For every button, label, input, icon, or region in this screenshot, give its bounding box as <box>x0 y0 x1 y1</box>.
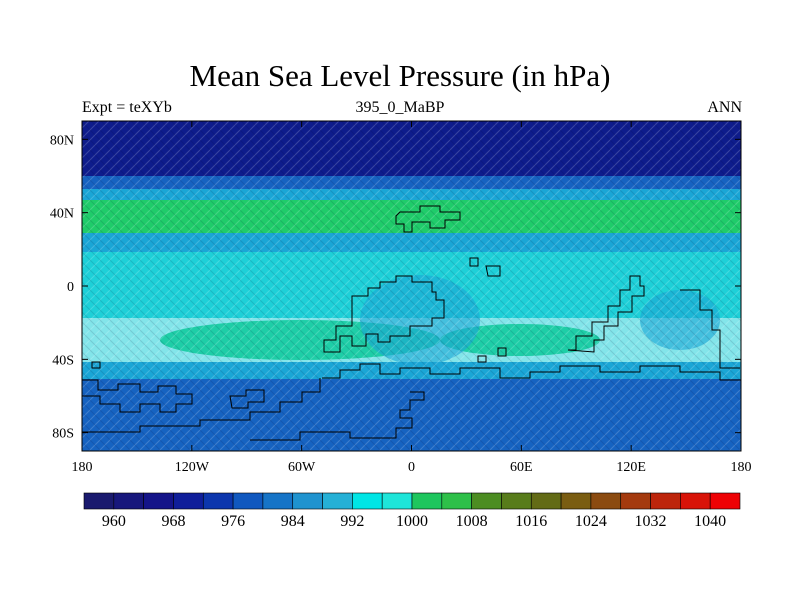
lon-tick-label: 180 <box>731 460 752 475</box>
colorbar-label: 1032 <box>635 513 667 530</box>
colorbar-swatch <box>530 492 562 510</box>
colorbar-swatch <box>501 492 532 510</box>
colorbar-swatch <box>620 492 651 510</box>
lat-tick-label: 80N <box>50 133 74 148</box>
lat-tick-label: 40S <box>52 353 74 368</box>
longitude-ticks: 180 120W 60W 0 60E 120E 180 <box>72 121 752 475</box>
colorbar: 960 968 976 984 992 1000 1008 1016 1024 1032 1040 <box>83 492 741 530</box>
colorbar-swatch <box>352 492 383 510</box>
colorbar-label: 976 <box>221 513 245 530</box>
colorbar-swatch <box>411 492 443 510</box>
colorbar-swatch <box>709 492 741 510</box>
colorbar-swatch <box>322 492 353 510</box>
colorbar-swatch <box>650 492 681 510</box>
lat-tick-label: 80S <box>52 427 74 442</box>
colorbar-label: 1024 <box>575 513 607 530</box>
coastlines <box>82 205 741 441</box>
season-label: ANN <box>707 99 742 116</box>
colorbar-label: 1040 <box>694 513 726 530</box>
colorbar-swatch <box>173 492 204 510</box>
colorbar-swatch <box>232 492 264 510</box>
latitude-ticks: 80N 40N 0 40S 80S <box>50 133 741 442</box>
colorbar-swatch <box>441 492 472 510</box>
colorbar-label: 968 <box>161 513 185 530</box>
colorbar-swatch <box>113 492 144 510</box>
colorbar-label: 1008 <box>456 513 488 530</box>
colorbar-swatch <box>560 492 592 510</box>
plot-title: Mean Sea Level Pressure (in hPa) <box>189 58 611 93</box>
lon-tick-label: 60E <box>510 460 533 475</box>
lon-tick-label: 60W <box>288 460 316 475</box>
lon-tick-label: 120E <box>616 460 646 475</box>
colorbar-label: 960 <box>102 513 126 530</box>
experiment-label: Expt = teXYb <box>82 99 172 116</box>
colorbar-label: 992 <box>340 513 364 530</box>
colorbar-swatch <box>680 492 711 510</box>
lon-tick-label: 180 <box>72 460 93 475</box>
colorbar-label: 1000 <box>396 513 428 530</box>
colorbar-swatch <box>262 492 294 510</box>
colorbar-swatch <box>143 492 174 510</box>
time-label: 395_0_MaBP <box>355 99 445 116</box>
lat-tick-label: 0 <box>67 280 74 295</box>
colorbar-label: 984 <box>281 513 305 530</box>
colorbar-swatch <box>590 492 622 510</box>
colorbar-swatch <box>471 492 502 510</box>
colorbar-swatch <box>83 492 115 510</box>
lon-tick-label: 0 <box>408 460 415 475</box>
colorbar-swatch <box>202 492 234 510</box>
map-field <box>82 121 741 451</box>
colorbar-swatch <box>292 492 323 510</box>
lat-tick-label: 40N <box>50 207 74 222</box>
lon-tick-label: 120W <box>175 460 210 475</box>
colorbar-label: 1016 <box>515 513 547 530</box>
colorbar-swatch <box>381 492 413 510</box>
